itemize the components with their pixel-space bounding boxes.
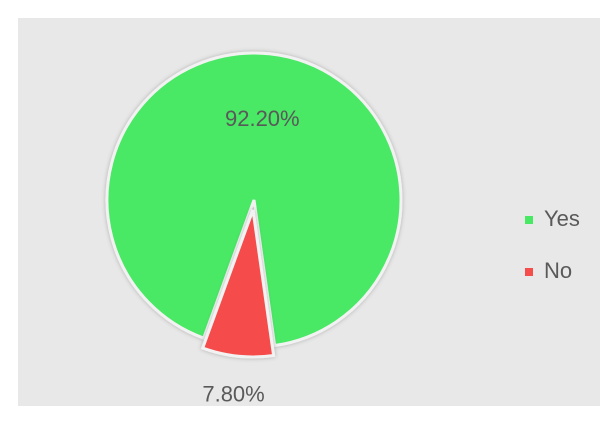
legend-swatch [525, 216, 533, 224]
legend-swatch [525, 268, 533, 276]
pie-slice [105, 51, 403, 348]
legend-label: No [544, 258, 572, 283]
pie-slice [200, 209, 276, 359]
data-label: 92.20% [225, 106, 300, 131]
legend-label: Yes [544, 206, 580, 231]
data-label: 7.80% [202, 382, 264, 407]
